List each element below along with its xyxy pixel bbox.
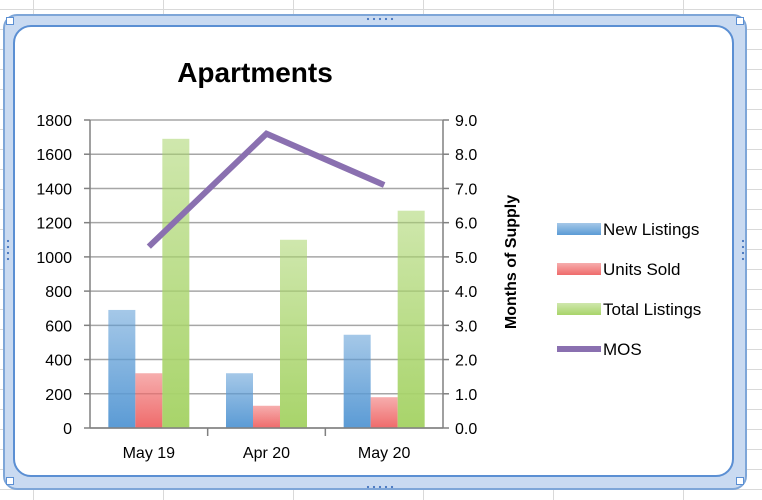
right-tick-label: 1.0 [455,387,477,404]
top-left-resize-handle[interactable] [6,17,14,25]
legend-label: MOS [603,340,642,359]
left-tick-label: 400 [45,353,72,370]
legend-label: Total Listings [603,300,701,319]
left-resize-handle[interactable] [6,238,10,262]
right-tick-label: 0.0 [455,421,477,438]
right-tick-label: 8.0 [455,147,477,164]
right-resize-handle[interactable] [741,238,745,262]
bar-units-sold-1[interactable] [135,373,163,428]
bar-new-listings-1[interactable] [108,309,136,428]
right-tick-label: 9.0 [455,113,477,130]
right-tick-label: 6.0 [455,216,477,233]
right-tick-label: 4.0 [455,284,477,301]
left-tick-label: 200 [45,387,72,404]
right-axis-label: Months of Supply [503,195,520,329]
left-tick-label: 1600 [36,147,72,164]
left-tick-label: 1800 [36,113,72,130]
chart-title: Apartments [177,57,333,88]
legend-swatch [557,223,601,235]
bar-new-listings-3[interactable] [343,334,371,428]
bar-new-listings-2[interactable] [226,373,253,428]
bottom-right-resize-handle[interactable] [736,477,744,485]
bar-units-sold-3[interactable] [370,397,398,428]
bar-total-listings-2[interactable] [280,239,307,428]
bar-total-listings-3[interactable] [397,210,425,428]
apartments-chart: Apartments 0 200 400 600 800 1000 1200 1400 1600… [36,57,701,462]
left-tick-label: 800 [45,284,72,301]
left-tick-label: 600 [45,318,72,335]
top-right-resize-handle[interactable] [736,17,744,25]
legend-label: Units Sold [603,260,680,279]
left-tick-label: 0 [63,421,72,438]
legend-swatch [557,303,601,315]
right-tick-label: 3.0 [455,318,477,335]
right-tick-label: 7.0 [455,181,477,198]
legend-swatch [557,263,601,275]
chart-area[interactable]: Apartments 0 200 400 600 800 1000 1200 1400 1600… [13,25,734,477]
right-tick-label: 2.0 [455,353,477,370]
bar-total-listings-1[interactable] [162,138,190,429]
left-tick-label: 1400 [36,181,72,198]
x-tick-label: Apr 20 [243,445,290,462]
bottom-left-resize-handle[interactable] [6,477,14,485]
right-tick-label: 5.0 [455,250,477,267]
x-tick-label: May 20 [358,445,411,462]
bottom-resize-handle[interactable] [365,485,395,489]
x-tick-label: May 19 [123,445,176,462]
legend-label: New Listings [603,220,699,239]
line-mos[interactable] [146,130,386,249]
left-tick-label: 1200 [36,216,72,233]
left-tick-label: 1000 [36,250,72,267]
bar-units-sold-2[interactable] [253,405,280,428]
top-resize-handle[interactable] [365,17,395,21]
